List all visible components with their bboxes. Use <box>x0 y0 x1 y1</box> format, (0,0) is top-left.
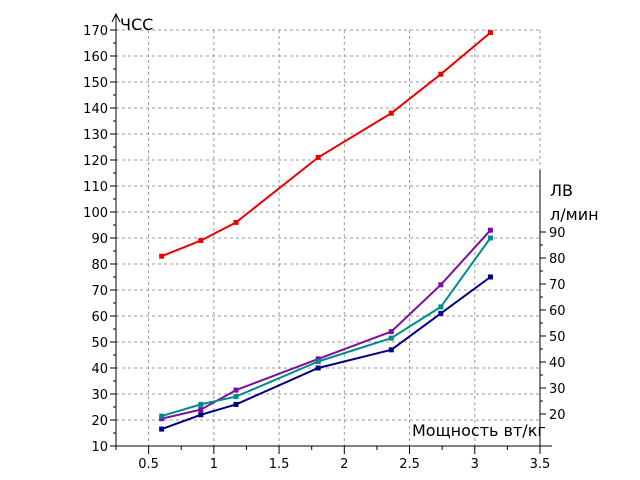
y-left-tick-label: 150 <box>83 76 108 91</box>
series-1-point <box>315 154 321 160</box>
y-right-tick-label: 90 <box>549 226 566 241</box>
y-axis-right-title-line1: ЛВ <box>550 181 573 200</box>
series-3-point <box>438 304 444 310</box>
y-right-tick-label: 70 <box>549 278 566 293</box>
y-left-tick-label: 40 <box>91 362 108 377</box>
y-left-tick-label: 80 <box>91 258 108 273</box>
x-tick-label: 0.5 <box>138 457 159 472</box>
series-line-1 <box>161 31 492 258</box>
series-line-2 <box>161 229 492 420</box>
x-tick-label: 2.5 <box>399 457 420 472</box>
series-3-point <box>159 413 165 419</box>
y-right-tick-label: 60 <box>549 304 566 319</box>
y-right-tick-label: 20 <box>549 408 566 423</box>
x-tick-label: 3.5 <box>530 457 551 472</box>
series-3-point <box>388 335 394 341</box>
series-4-point <box>159 426 165 432</box>
series-4-point <box>438 310 444 316</box>
series-2-point <box>233 387 239 393</box>
series-2-point <box>198 407 204 413</box>
x-axis-title: Мощность вт/кг <box>412 421 546 440</box>
grid <box>116 29 541 447</box>
series-2-point <box>388 329 394 335</box>
series-1-point <box>487 30 493 36</box>
y-left-tick-label: 170 <box>83 24 108 39</box>
y-axis-left-arrow <box>111 12 121 23</box>
y-left-tick-label: 70 <box>91 284 108 299</box>
y-right-tick-label: 30 <box>549 382 566 397</box>
series-1-point <box>159 253 165 259</box>
y-left-tick-label: 160 <box>83 50 108 65</box>
series-2-point <box>159 416 165 422</box>
x-tick-label: 1.5 <box>269 457 290 472</box>
series-1-point <box>198 238 204 244</box>
series-3-point <box>233 394 239 400</box>
y-left-tick-label: 30 <box>91 388 108 403</box>
series-4-point <box>388 347 394 353</box>
y-left-tick-label: 60 <box>91 310 108 325</box>
series-2-point <box>315 356 321 362</box>
x-tick-label: 1 <box>210 457 218 472</box>
series-layer <box>159 30 493 432</box>
y-left-tick-label: 140 <box>83 102 108 117</box>
y-right-tick-label: 40 <box>549 356 566 371</box>
y-left-tick-label: 10 <box>91 440 108 455</box>
y-left-tick-label: 50 <box>91 336 108 351</box>
series-2-point <box>487 227 493 233</box>
series-3-point <box>315 359 321 364</box>
y-left-tick-label: 120 <box>83 154 108 169</box>
y-left-tick-label: 130 <box>83 128 108 143</box>
series-4-point <box>198 412 204 418</box>
series-4-point <box>233 401 239 407</box>
x-tick-label: 2 <box>340 457 348 472</box>
series-line-4 <box>161 276 491 431</box>
series-4-point <box>487 274 493 280</box>
x-tick-label: 3 <box>471 457 479 472</box>
series-line-3 <box>161 237 492 418</box>
y-left-tick-label: 20 <box>91 414 108 429</box>
y-right-tick-label: 50 <box>549 330 566 345</box>
y-left-tick-label: 110 <box>83 180 108 195</box>
y-left-tick-label: 100 <box>83 206 108 221</box>
series-3-point <box>198 401 204 407</box>
y-axis-left-title: ЧСС <box>120 15 153 34</box>
series-4-point <box>315 365 321 371</box>
series-1-point <box>388 110 394 116</box>
series-2-point <box>438 282 444 288</box>
series-3-point <box>487 235 493 241</box>
axes: 1020304050607080901001101201301401501601… <box>83 12 566 472</box>
y-left-tick-label: 90 <box>91 232 108 247</box>
series-1-point <box>438 71 444 77</box>
y-right-tick-label: 80 <box>549 252 566 267</box>
y-axis-right-title-line2: л/мин <box>550 205 599 224</box>
series-1-point <box>233 219 239 225</box>
